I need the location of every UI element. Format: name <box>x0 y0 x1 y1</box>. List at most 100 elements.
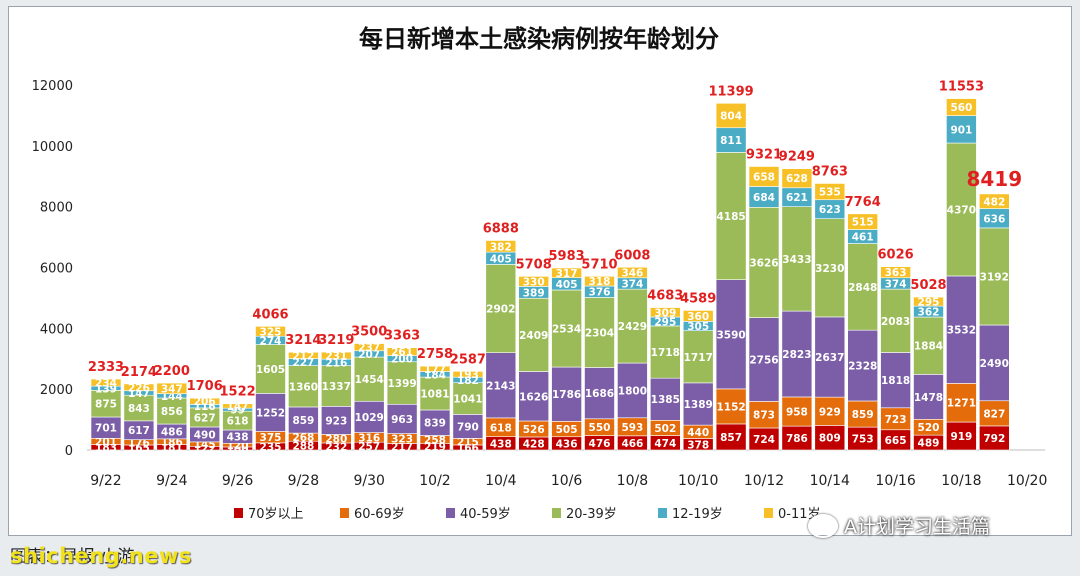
segment-label-10/19-40-59岁: 2490 <box>980 358 1009 370</box>
segment-label-10/14-40-59岁: 2637 <box>815 352 844 364</box>
segment-label-10/8-20-39岁: 2429 <box>618 321 647 333</box>
segment-label-10/8-0-11岁: 346 <box>621 268 643 280</box>
segment-label-10/5-12-19岁: 389 <box>523 287 545 299</box>
bar-segment-10/4-0-11岁 <box>485 240 517 253</box>
segment-label-9/24-40-59岁: 486 <box>161 426 183 438</box>
segment-label-9/23-0-11岁: 226 <box>128 382 150 394</box>
bar-segment-10/18-60-69岁 <box>946 383 977 423</box>
segment-label-9/30-20-39岁: 1454 <box>355 374 384 386</box>
segment-label-10/1-0-11岁: 261 <box>391 347 413 359</box>
legend-label-20-39岁: 20-39岁 <box>566 507 617 522</box>
segment-label-10/15-12-19岁: 461 <box>852 232 874 244</box>
total-label-10/1: 3363 <box>384 329 420 344</box>
bar-segment-9/30-0-11岁 <box>353 343 385 352</box>
bar-segment-10/19-0-11岁 <box>978 193 1010 209</box>
x-tick-label-6: 10/4 <box>485 473 517 489</box>
segment-label-10/4-40-59岁: 2143 <box>486 380 515 392</box>
total-label-9/25: 1706 <box>187 379 223 394</box>
x-tick-label-11: 10/14 <box>810 473 850 489</box>
bar-segment-10/14-70岁以上 <box>814 425 846 451</box>
segment-label-9/23-40-59岁: 617 <box>128 425 150 437</box>
segment-label-9/28-20-39岁: 1360 <box>289 381 318 393</box>
segment-label-9/27-60-69岁: 375 <box>260 432 282 444</box>
segment-label-9/30-60-69岁: 316 <box>358 432 380 444</box>
segment-label-10/19-70岁以上: 792 <box>983 433 1005 445</box>
bar-segment-10/13-0-11岁 <box>781 168 813 189</box>
bar-segment-9/29-40-59岁 <box>320 406 352 435</box>
bar-segment-10/14-40-59岁 <box>814 316 846 398</box>
total-label-10/3: 2587 <box>450 352 486 367</box>
total-label-9/26: 1522 <box>220 385 256 400</box>
segment-label-10/9-70岁以上: 474 <box>654 438 676 450</box>
segment-label-10/1-20-39岁: 1399 <box>387 378 416 390</box>
bar-segment-10/6-20-39岁 <box>551 289 582 368</box>
segment-label-9/28-60-69岁: 268 <box>292 432 314 444</box>
segment-label-10/15-70岁以上: 753 <box>852 434 874 446</box>
total-label-10/12: 9321 <box>746 147 782 162</box>
segment-label-9/28-0-11岁: 212 <box>292 350 314 362</box>
segment-label-10/3-40-59岁: 790 <box>457 421 479 433</box>
segment-label-10/17-40-59岁: 1478 <box>914 392 943 404</box>
segment-label-10/9-40-59岁: 1385 <box>651 394 680 406</box>
total-label-9/28: 3214 <box>285 333 321 348</box>
bar-segment-10/3-0-11岁 <box>452 371 484 378</box>
segment-label-10/13-0-11岁: 628 <box>786 173 808 185</box>
bar-segment-9/24-0-11岁 <box>156 382 188 394</box>
segment-label-9/29-70岁以上: 232 <box>325 441 347 453</box>
segment-label-9/29-40-59岁: 923 <box>325 415 347 427</box>
bar-segment-10/11-40-59岁 <box>715 279 747 390</box>
segment-label-10/4-20-39岁: 2902 <box>486 304 515 316</box>
bar-segment-10/6-0-11岁 <box>551 267 582 278</box>
segment-label-9/23-60-69岁: 176 <box>128 437 150 449</box>
segment-label-10/9-12-19岁: 295 <box>654 316 676 328</box>
segment-label-10/16-20-39岁: 2083 <box>881 316 910 328</box>
y-tick-label-1: 2000 <box>40 383 73 398</box>
bar-segment-10/19-40-59岁 <box>978 324 1010 402</box>
segment-label-10/11-12-19岁: 811 <box>720 135 742 147</box>
segment-label-9/26-20-39岁: 618 <box>227 416 249 428</box>
bar-segment-10/12-0-11岁 <box>748 166 780 187</box>
total-label-10/14: 8763 <box>812 164 848 179</box>
segment-label-10/2-70岁以上: 219 <box>424 442 446 454</box>
segment-label-10/17-0-11岁: 295 <box>918 297 940 309</box>
segment-label-10/16-70岁以上: 665 <box>885 435 907 447</box>
segment-label-9/22-60-69岁: 201 <box>95 436 117 448</box>
legend-label-40-59岁: 40-59岁 <box>460 507 511 522</box>
segment-label-9/24-0-11岁: 347 <box>161 383 183 395</box>
legend-label-60-69岁: 60-69岁 <box>354 507 405 522</box>
segment-label-10/1-40-59岁: 963 <box>391 414 413 426</box>
total-label-10/7: 5710 <box>581 257 617 272</box>
bar-segment-10/1-20-39岁 <box>386 361 418 405</box>
bar-segment-10/3-20-39岁 <box>452 382 484 415</box>
segment-label-10/14-70岁以上: 809 <box>819 433 841 445</box>
x-tick-label-14: 10/20 <box>1007 473 1047 489</box>
total-label-9/22: 2333 <box>88 360 124 375</box>
segment-label-10/1-70岁以上: 217 <box>391 442 413 454</box>
y-tick-label-5: 10000 <box>32 140 73 155</box>
segment-label-10/13-40-59岁: 2823 <box>782 349 811 361</box>
bar-segment-10/15-20-39岁 <box>847 243 879 331</box>
segment-label-10/6-60-69岁: 505 <box>556 424 578 436</box>
bar-segment-10/1-40-59岁 <box>386 403 418 434</box>
bar-segment-10/8-20-39岁 <box>617 288 648 364</box>
segment-label-10/17-60-69岁: 520 <box>918 422 940 434</box>
segment-label-10/17-12-19岁: 362 <box>918 307 940 319</box>
legend-swatch-0-11岁 <box>764 508 773 518</box>
bar-segment-10/13-40-59岁 <box>781 310 813 398</box>
bar-segment-10/12-20-39岁 <box>748 207 780 318</box>
x-tick-label-1: 9/24 <box>156 473 188 489</box>
total-label-10/18: 11553 <box>939 80 984 95</box>
total-label-10/8: 6008 <box>614 248 650 263</box>
segment-label-9/23-70岁以上: 165 <box>128 442 150 454</box>
wechat-account: A计划学习生活篇 <box>808 512 990 539</box>
segment-label-10/6-40-59岁: 1786 <box>552 389 581 401</box>
bar-segment-10/15-60-69岁 <box>847 400 879 428</box>
segment-label-10/15-60-69岁: 859 <box>852 409 874 421</box>
wechat-icon <box>808 513 838 538</box>
total-label-9/30: 3500 <box>351 325 387 340</box>
segment-label-10/19-20-39岁: 3192 <box>980 271 1009 283</box>
segment-label-9/26-0-11岁: 147 <box>227 401 249 413</box>
bar-segment-10/17-40-59岁 <box>913 374 944 420</box>
segment-label-10/5-60-69岁: 526 <box>523 424 545 436</box>
total-label-9/27: 4066 <box>252 307 288 322</box>
